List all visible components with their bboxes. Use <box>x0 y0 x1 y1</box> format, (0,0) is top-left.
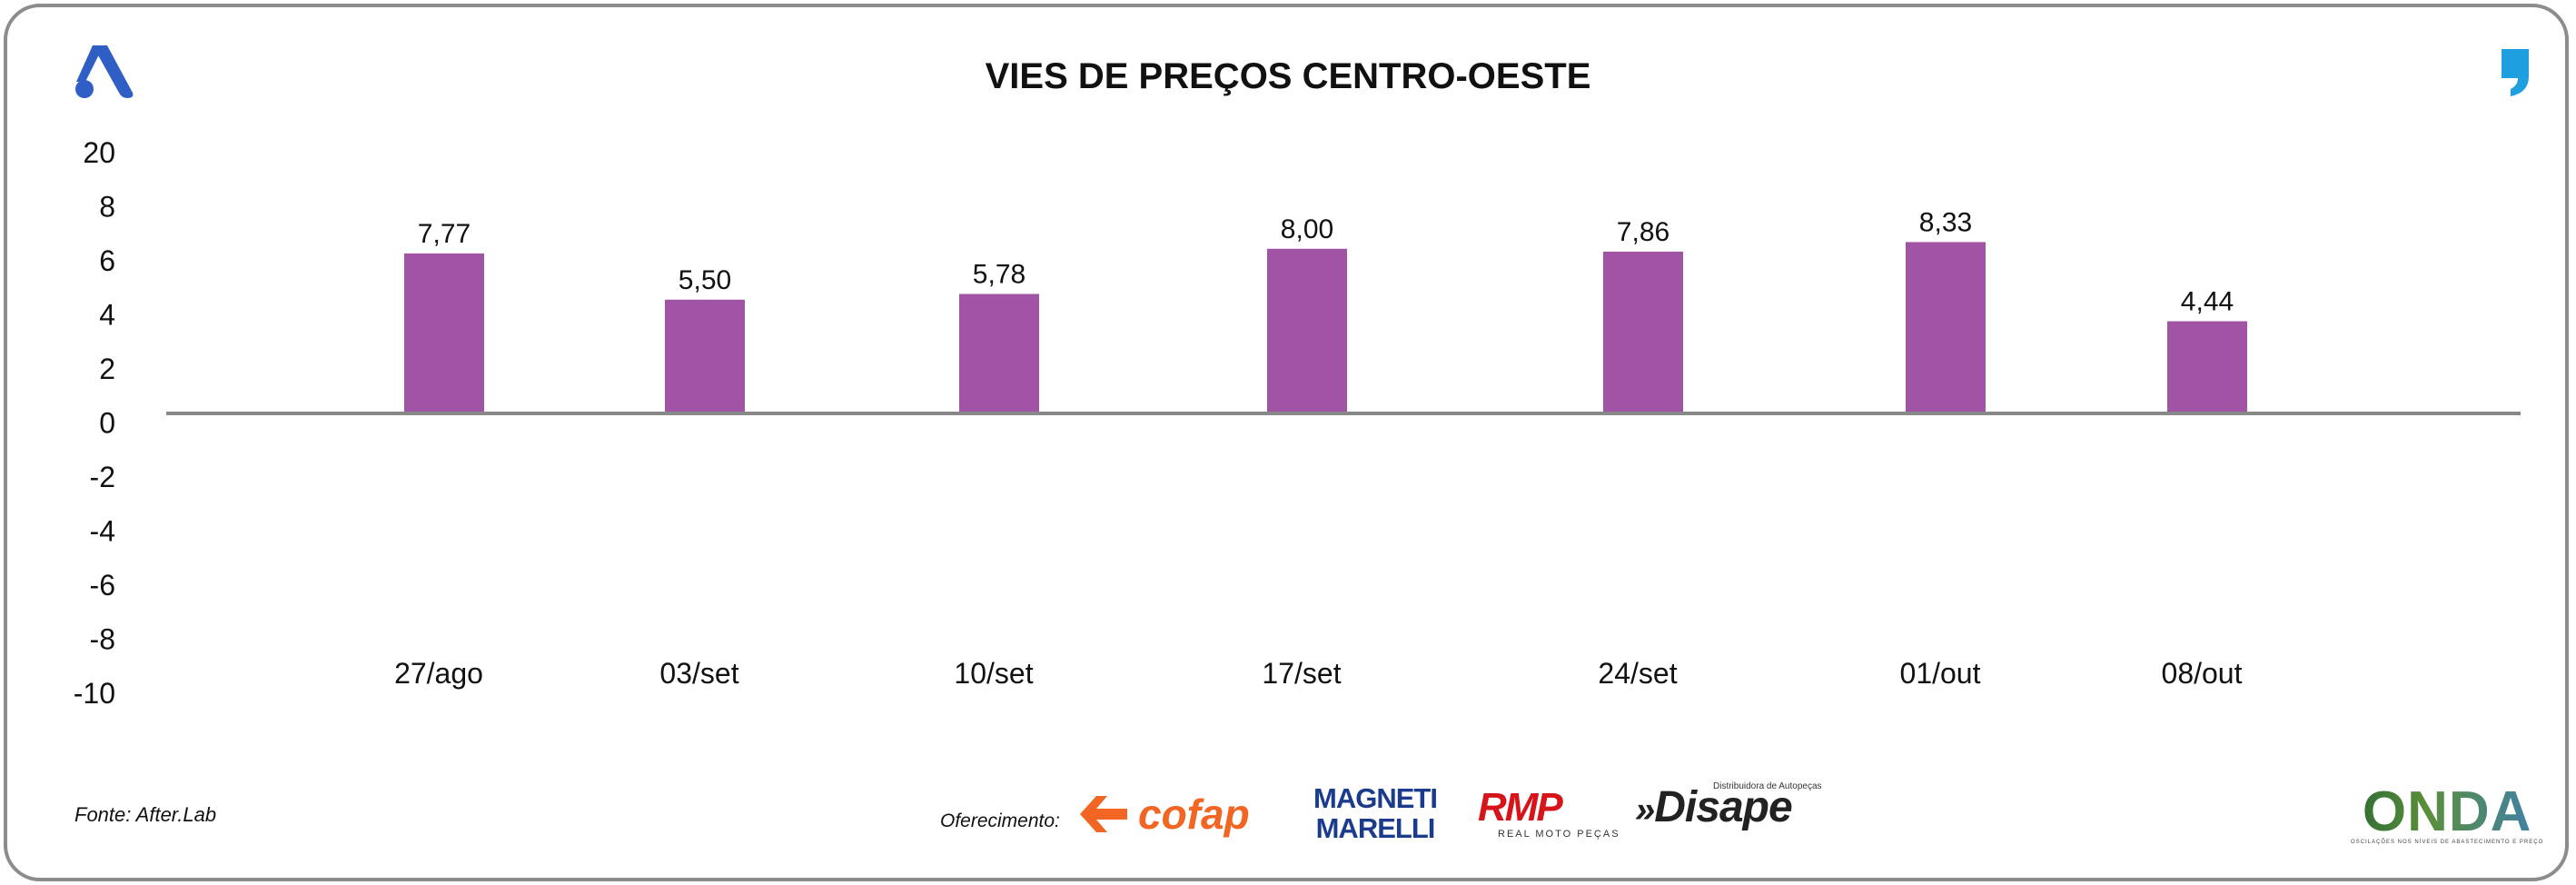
data-label: 7,77 <box>418 219 471 249</box>
y-tick-label: 2 <box>99 353 115 385</box>
y-tick-label: 6 <box>99 244 115 277</box>
y-tick-label: -4 <box>90 515 115 548</box>
x-tick-label: 24/set <box>1598 657 1677 690</box>
sponsor-label: Oferecimento: <box>940 810 1060 831</box>
bars <box>404 242 2247 412</box>
disape-logo: Distribuidora de Autopeças »Disape <box>1635 781 1822 831</box>
x-tick-label: 01/out <box>1900 657 1981 690</box>
x-tick-label: 08/out <box>2162 657 2243 690</box>
marelli-text: MARELLI <box>1315 812 1436 844</box>
rmp-logo: RMP REAL MOTO PEÇAS <box>1478 787 1620 840</box>
magneti-text: MAGNETI <box>1313 782 1438 814</box>
data-label: 8,00 <box>1281 214 1333 244</box>
x-tick-label: 17/set <box>1262 657 1341 690</box>
x-tick-label: 10/set <box>954 657 1033 690</box>
x-axis: 27/ago 03/set 10/set 17/set 24/set 01/out 08/o… <box>394 657 2243 690</box>
onda-text: ONDA <box>2351 784 2543 840</box>
bar <box>665 299 745 412</box>
a-logo-icon <box>73 42 136 106</box>
y-tick-label: 0 <box>99 407 115 440</box>
onda-subtitle: OSCILAÇÕES NOS NÍVEIS DE ABASTECIMENTO E… <box>2351 840 2544 845</box>
onda-logo: ONDA OSCILAÇÕES NOS NÍVEIS DE ABASTECIME… <box>2351 784 2544 846</box>
x-tick-label: 03/set <box>659 657 738 690</box>
bar <box>1267 248 1347 412</box>
comma-logo-icon <box>2496 45 2532 104</box>
y-tick-label: -8 <box>90 623 115 656</box>
bar <box>959 293 1039 412</box>
y-tick-label: -2 <box>90 461 115 493</box>
disape-text: Disape <box>1654 783 1792 831</box>
data-label: 5,78 <box>973 260 1025 290</box>
magneti-marelli-logo: MAGNETI MARELLI <box>1308 783 1442 843</box>
bar <box>2167 321 2247 412</box>
y-tick-label: 20 <box>83 136 115 169</box>
x-tick-label: 27/ago <box>394 657 483 690</box>
source-note: Fonte: After.Lab <box>74 803 217 826</box>
y-tick-label: 4 <box>99 299 115 332</box>
chart-frame <box>4 4 2569 881</box>
data-labels: 7,77 5,50 5,78 8,00 7,86 8,33 4,44 <box>418 207 2234 316</box>
y-tick-label: -6 <box>90 569 115 602</box>
bar <box>1906 242 1986 412</box>
data-label: 8,33 <box>1919 207 1972 237</box>
cofap-mark-icon <box>1080 796 1127 832</box>
cofap-text: cofap <box>1138 791 1250 838</box>
data-label: 4,44 <box>2181 287 2234 317</box>
rmp-subtitle: REAL MOTO PEÇAS <box>1498 829 1620 840</box>
data-label: 7,86 <box>1617 217 1669 247</box>
rmp-text: RMP <box>1478 785 1563 830</box>
y-tick-label: 8 <box>99 191 115 224</box>
chart-title: VIES DE PREÇOS CENTRO-OESTE <box>985 56 1591 96</box>
data-label: 5,50 <box>679 265 731 295</box>
cofap-logo: cofap <box>1076 789 1250 840</box>
bar <box>1603 251 1683 412</box>
disape-subtitle: Distribuidora de Autopeças <box>1713 781 1822 791</box>
y-tick-label: -10 <box>74 677 115 710</box>
bar <box>404 253 484 412</box>
